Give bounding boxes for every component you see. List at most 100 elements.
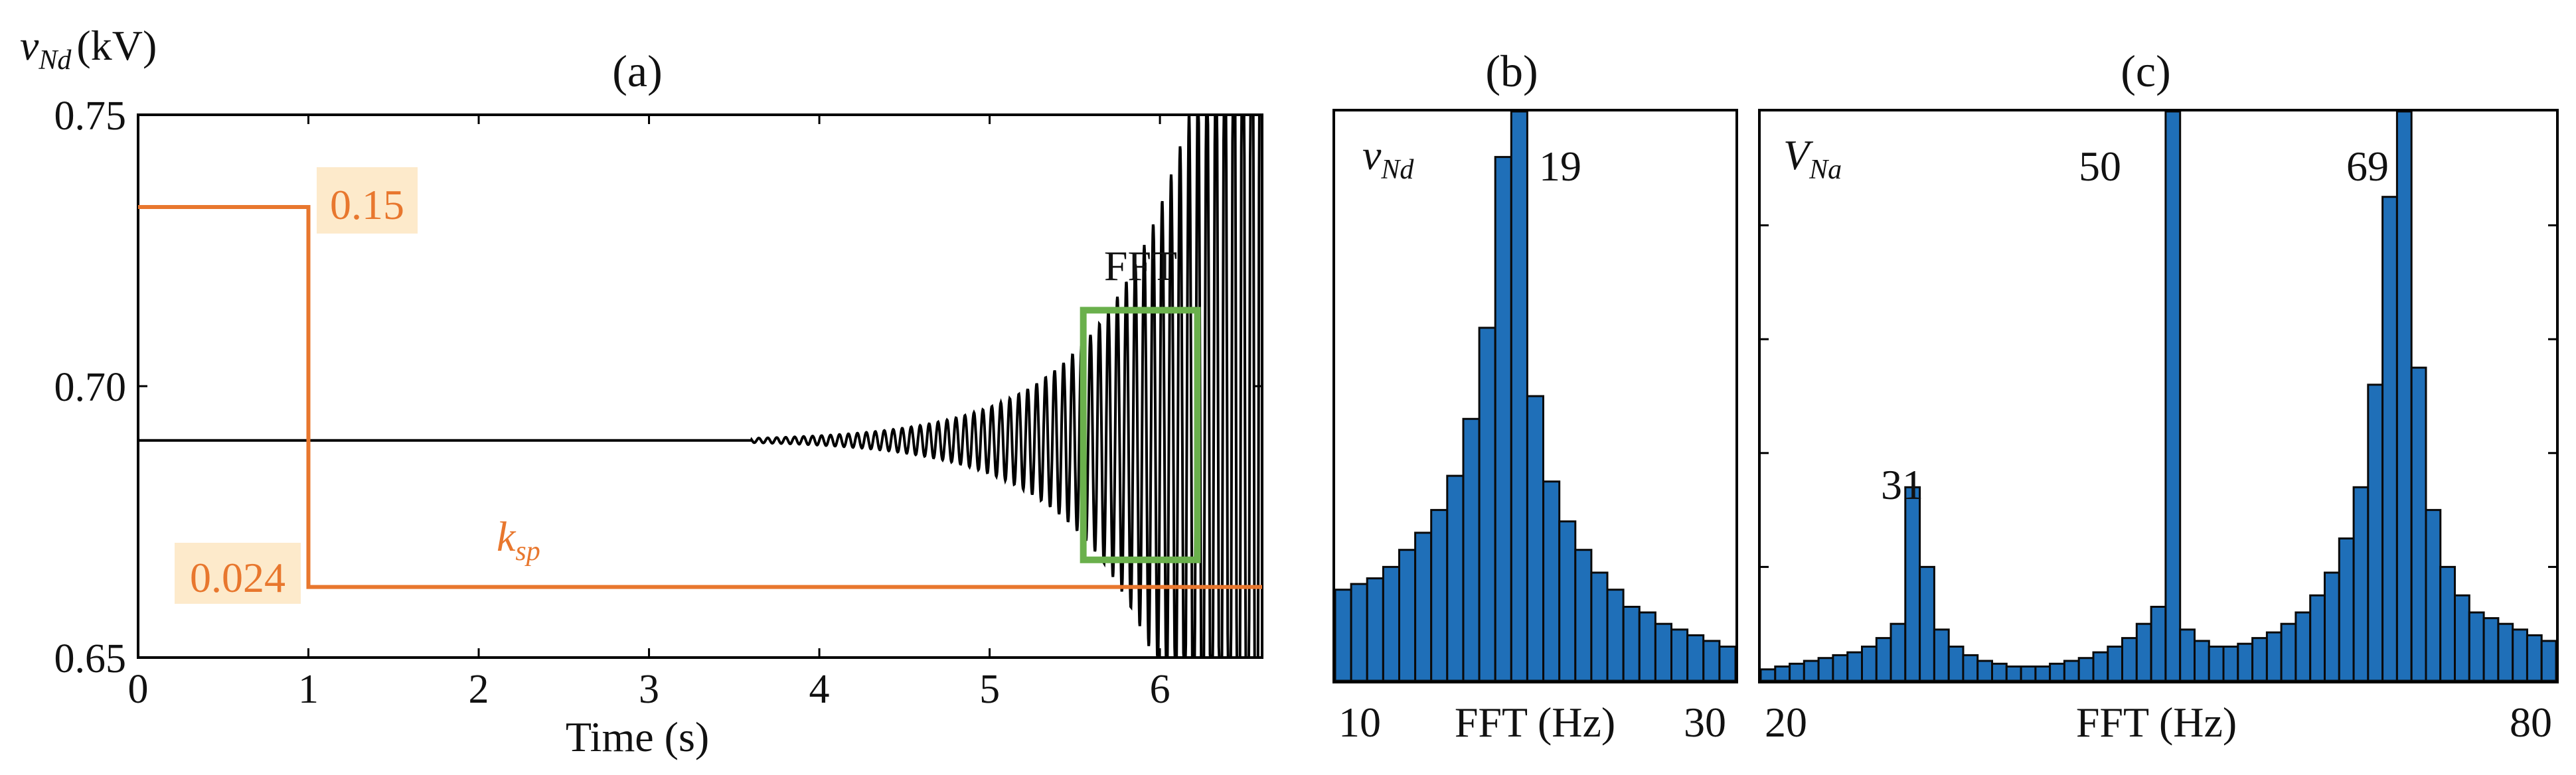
fft-bar: [1350, 583, 1368, 682]
fft-bar: [1510, 110, 1528, 682]
panel-c: (c) VNa 31 50 69 20 80 FFT (Hz): [1758, 46, 2559, 746]
fft-bar: [1558, 520, 1577, 682]
fft-bar: [2121, 637, 2138, 682]
panel-b-x-axis-label: FFT (Hz): [1455, 699, 1615, 746]
fft-bar: [1803, 660, 1820, 682]
fft-window-label: FFT: [1104, 242, 1177, 289]
fft-bar: [2324, 571, 2340, 682]
panel-b-xtick-start: 10: [1338, 699, 1381, 746]
fft-bar: [1398, 549, 1417, 682]
panel-a-frame: [137, 113, 1263, 659]
fft-bar: [2107, 646, 2124, 682]
fft-bar: [1919, 565, 1935, 682]
y-axis-label-var: v: [20, 22, 39, 69]
ksp-step-line: [138, 205, 1262, 589]
fft-bar: [2540, 640, 2557, 682]
panel-c-title: (c): [2121, 46, 2170, 96]
y-tick-label: 0.75: [54, 94, 127, 139]
fft-bar: [2179, 628, 2196, 682]
ksp-high-label: 0.15: [330, 181, 404, 228]
fft-bar: [1774, 666, 1791, 682]
fft-bar: [1933, 628, 1950, 682]
fft-bar: [1817, 657, 1834, 682]
fft-bar: [1526, 395, 1544, 682]
fft-bar: [2526, 634, 2543, 682]
fft-bar: [2309, 594, 2326, 682]
fft-bar: [2425, 509, 2442, 682]
panel-c-peak-label-31: 31: [1881, 461, 1923, 508]
fft-bar: [2049, 662, 2065, 682]
fft-bar: [2135, 622, 2152, 682]
fft-bar: [2251, 637, 2268, 682]
x-tick-label: 5: [979, 667, 1000, 712]
fft-bar: [1976, 660, 1993, 682]
y-axis-label-sub: Nd: [38, 45, 72, 76]
panel-a-title: (a): [612, 46, 662, 96]
fft-bar: [2468, 611, 2485, 682]
fft-bar: [1861, 646, 1878, 682]
x-tick-label: 0: [128, 667, 149, 712]
fft-bar: [1890, 622, 1907, 682]
fft-bar: [1574, 549, 1593, 682]
panel-c-peak-label-50: 50: [2079, 143, 2121, 190]
fft-bar: [2034, 666, 2052, 682]
fft-bar: [2194, 640, 2210, 682]
panel-c-signal-sub: Na: [1809, 155, 1842, 185]
panel-b-bars: [1334, 110, 1737, 682]
fft-bar: [1590, 571, 1609, 682]
fft-bar: [1446, 474, 1465, 682]
panel-b-xtick-end: 30: [1684, 699, 1726, 746]
fft-bar: [1718, 646, 1737, 682]
fft-bar: [2381, 196, 2398, 682]
fft-bar: [1606, 589, 1625, 682]
y-tick-label: 0.70: [54, 365, 127, 410]
vnd-trace: [138, 113, 1262, 659]
panel-c-signal-label: VNa: [1783, 131, 1842, 185]
panel-c-xtick-start: 20: [1765, 699, 1807, 746]
fft-bar: [1542, 480, 1561, 682]
x-axis-label: Time (s): [566, 713, 709, 760]
panel-a: (a) vNd (kV) 0.75 0.70 0.650 1 2 3 4 5 6 0.15 0.0…: [20, 22, 1263, 760]
fft-bar: [2020, 666, 2037, 682]
fft-bar: [2497, 622, 2514, 682]
fft-bar: [2367, 384, 2384, 682]
fft-bar: [2410, 366, 2427, 682]
panel-a-axes: 0.75 0.70 0.650 1 2 3 4 5 6: [54, 94, 1262, 712]
fft-bar: [1846, 651, 1863, 682]
fft-bar: [1622, 606, 1641, 682]
panel-c-xtick-end: 80: [2510, 699, 2552, 746]
fft-bar: [2222, 646, 2239, 682]
panel-b-signal-var: v: [1362, 131, 1382, 178]
x-tick-label: 1: [298, 667, 319, 712]
fft-bar: [1904, 486, 1921, 682]
fft-bar: [1478, 326, 1496, 682]
panel-c-gridlines: [1761, 224, 2556, 568]
panel-c-peak-label-69: 69: [2346, 143, 2389, 190]
ksp-high-label-bg: [317, 167, 418, 234]
fft-bar: [1334, 589, 1352, 682]
fft-bar: [2395, 110, 2413, 682]
fft-bar: [1759, 668, 1777, 682]
fft-bar: [2077, 657, 2095, 682]
fft-bar: [2280, 622, 2297, 682]
ksp-low-label-bg: [175, 543, 301, 604]
panel-c-bars: [1759, 110, 2557, 682]
fft-bar: [1702, 640, 1721, 682]
ksp-curve-label: ksp: [497, 513, 540, 567]
fft-bar: [1789, 662, 1805, 682]
panel-b-peak-label: 19: [1539, 143, 1581, 190]
fft-bar: [2294, 611, 2312, 682]
fft-bar: [1382, 565, 1400, 682]
ksp-low-label: 0.024: [190, 554, 285, 601]
fft-bar: [2454, 594, 2470, 682]
y-tick-label: 0.65: [54, 636, 127, 681]
fft-bar: [1638, 611, 1656, 682]
fft-bar: [2063, 660, 2080, 682]
fft-bar: [1462, 417, 1481, 682]
fft-bar: [1430, 509, 1449, 682]
fft-bar: [2164, 110, 2182, 682]
fft-bar: [1654, 622, 1672, 682]
panel-c-signal-var: V: [1783, 131, 1814, 178]
x-tick-label: 6: [1150, 667, 1170, 712]
